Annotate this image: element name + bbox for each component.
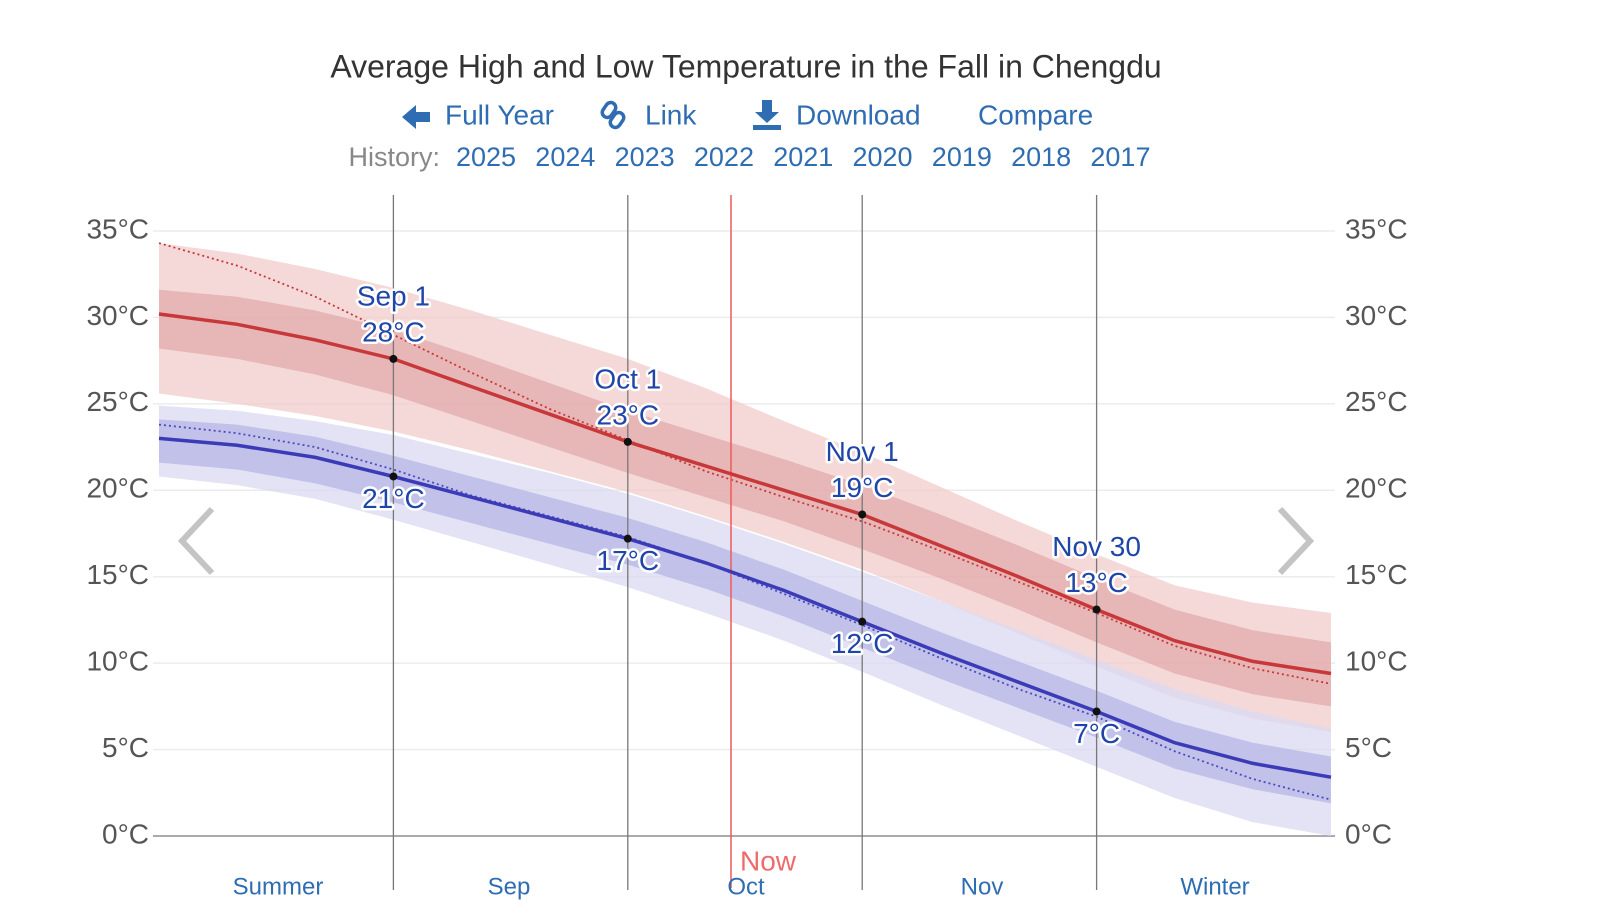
nav-link[interactable]: Download	[796, 99, 921, 130]
x-axis-label: Summer	[233, 873, 324, 900]
y2-tick-label: 35°C	[1345, 213, 1408, 244]
y2-tick-label: 10°C	[1345, 646, 1408, 677]
y2-tick-label: 30°C	[1345, 300, 1408, 331]
history-year[interactable]: 2025	[456, 142, 516, 172]
y2-tick-label: 5°C	[1345, 732, 1392, 763]
y-tick-label: 25°C	[86, 386, 149, 417]
history-year[interactable]: 2021	[773, 142, 833, 172]
y-tick-label: 30°C	[86, 300, 149, 331]
history-year[interactable]: 2022	[694, 142, 754, 172]
date-label: Sep 1	[357, 280, 430, 311]
nav-link[interactable]: Compare	[978, 99, 1093, 130]
date-label: Oct 1	[594, 363, 661, 394]
x-axis-label: Nov	[961, 873, 1004, 900]
y-tick-label: 0°C	[102, 818, 149, 849]
range-band	[159, 289, 1331, 707]
next-arrow[interactable]	[1277, 506, 1315, 576]
x-axis-label: Sep	[488, 873, 531, 900]
x-axis-label: Winter	[1180, 873, 1249, 900]
history-year[interactable]: 2018	[1011, 142, 1071, 172]
y2-tick-label: 15°C	[1345, 559, 1408, 590]
value-label: 12°C	[831, 628, 894, 659]
value-label: 7°C	[1073, 718, 1120, 749]
nav-link[interactable]: Link	[645, 99, 697, 130]
data-point	[858, 617, 867, 626]
plot: 0°C 5°C 10°C 15°C 20°C 25°C 30°C 35°C 0°C 5°C 10°C…	[86, 195, 1408, 900]
data-point	[858, 510, 867, 519]
now-label: Now	[740, 845, 797, 876]
date-label: Nov 1	[826, 436, 899, 467]
data-point	[389, 354, 398, 363]
history-year[interactable]: 2020	[853, 142, 913, 172]
y2-tick-label: 0°C	[1345, 818, 1392, 849]
download-icon[interactable]	[753, 100, 781, 130]
value-label: 17°C	[597, 545, 660, 576]
history-year[interactable]: 2019	[932, 142, 992, 172]
y-tick-label: 5°C	[102, 732, 149, 763]
y-tick-label: 20°C	[86, 473, 149, 504]
data-point	[1092, 707, 1101, 716]
history-label: History:	[348, 142, 440, 172]
value-label: 13°C	[1065, 567, 1128, 598]
chart-title: Average High and Low Temperature in the …	[330, 48, 1161, 84]
value-label: 23°C	[597, 399, 660, 430]
y-tick-label: 15°C	[86, 559, 149, 590]
history-year[interactable]: 2023	[615, 142, 675, 172]
dotted-line	[158, 242, 1332, 685]
x-axis-label: Oct	[727, 873, 765, 900]
date-label: Nov 30	[1052, 531, 1141, 562]
nav-link[interactable]: Full Year	[445, 99, 554, 130]
data-point	[623, 437, 632, 446]
series-line	[158, 436, 1332, 779]
back-icon[interactable]	[402, 105, 430, 129]
series-line	[158, 312, 1332, 676]
data-point	[389, 472, 398, 481]
value-label: 19°C	[831, 472, 894, 503]
y-tick-label: 35°C	[86, 213, 149, 244]
prev-arrow[interactable]	[177, 506, 215, 576]
y-tick-label: 10°C	[86, 646, 149, 677]
y2-tick-label: 20°C	[1345, 473, 1408, 504]
value-label: 21°C	[362, 483, 425, 514]
range-band	[159, 419, 1331, 804]
link-icon[interactable]	[600, 100, 626, 130]
history-years: 2025 2024 2023 2022 2021 2020 2019 2018 2017	[456, 142, 1150, 172]
history-year[interactable]: 2024	[535, 142, 595, 172]
data-point	[1092, 605, 1101, 614]
y2-tick-label: 25°C	[1345, 386, 1408, 417]
data-point	[623, 534, 632, 543]
value-label: 28°C	[362, 316, 425, 347]
history-year[interactable]: 2017	[1090, 142, 1150, 172]
